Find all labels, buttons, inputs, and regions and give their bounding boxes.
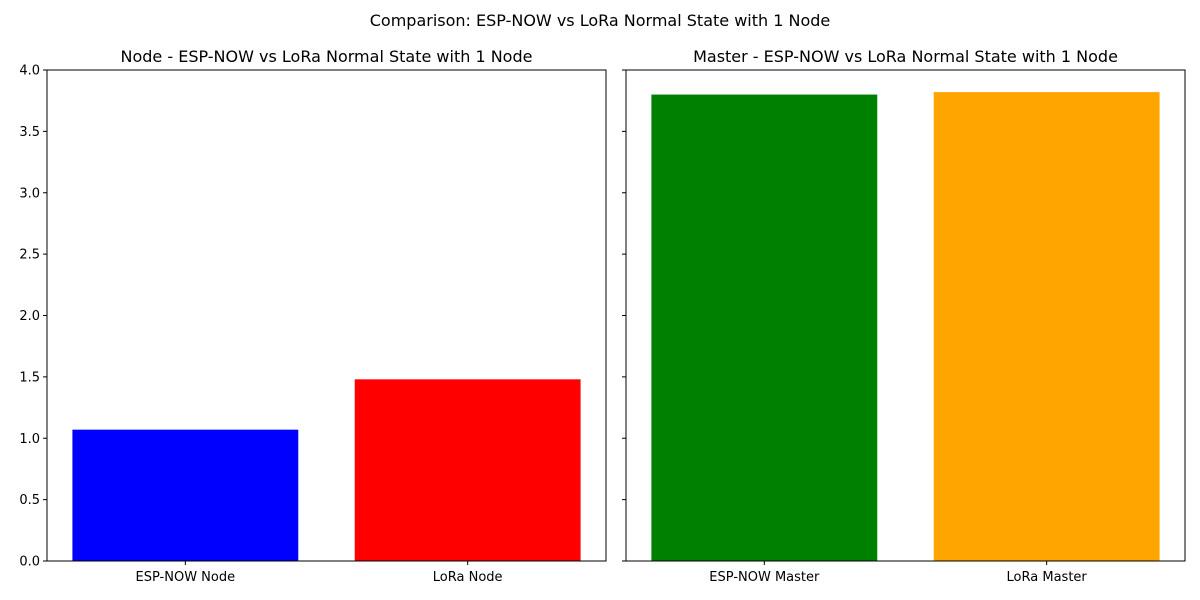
axes-title-node: Node - ESP-NOW vs LoRa Normal State with… <box>121 47 533 66</box>
y-tick-label: 4.0 <box>19 64 40 79</box>
bar-lora-master <box>933 92 1160 561</box>
y-tick-label: 2.0 <box>19 309 40 324</box>
x-tick-label: ESP-NOW Node <box>136 570 236 585</box>
axes-title-master: Master - ESP-NOW vs LoRa Normal State wi… <box>693 47 1118 66</box>
y-tick-label: 2.5 <box>19 248 40 263</box>
figure-title: Comparison: ESP-NOW vs LoRa Normal State… <box>370 11 831 30</box>
bar-esp-now-node <box>72 429 299 561</box>
y-tick-label: 0.0 <box>19 555 40 570</box>
x-tick-label: LoRa Master <box>1007 570 1088 585</box>
bar-esp-now-master <box>651 94 878 562</box>
y-tick-label: 1.5 <box>19 370 40 385</box>
axes-frame-master <box>625 69 1186 562</box>
y-tick-label: 0.5 <box>19 493 40 508</box>
y-tick-label: 3.0 <box>19 186 40 201</box>
x-tick-label: ESP-NOW Master <box>709 570 820 585</box>
y-tick-label: 1.0 <box>19 432 40 447</box>
y-tick-label: 3.5 <box>19 125 40 140</box>
x-tick-label: LoRa Node <box>433 570 503 585</box>
axes-frame-node <box>46 69 607 562</box>
bar-lora-node <box>354 379 581 561</box>
